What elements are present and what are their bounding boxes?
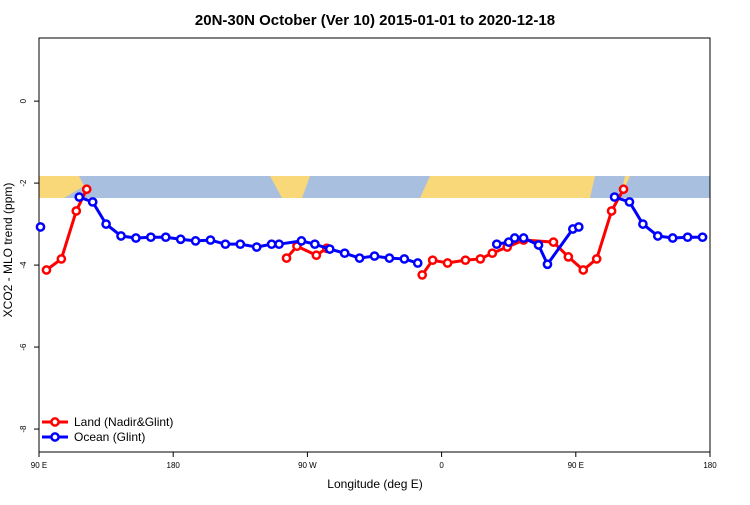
plot-frame (38, 37, 711, 453)
x-axis-label: Longitude (deg E) (327, 477, 422, 491)
data-point (74, 192, 85, 202)
data-point (56, 254, 67, 264)
series-line (45, 188, 625, 276)
data-point (591, 254, 602, 264)
data-point (266, 239, 277, 250)
data-point (205, 235, 216, 245)
data-point (251, 242, 262, 252)
data-point (160, 232, 171, 243)
legend-marker (50, 432, 60, 442)
data-point (609, 192, 620, 202)
data-point (145, 232, 156, 243)
data-point (369, 251, 380, 261)
x-tick-label: 90 E (31, 461, 47, 470)
data-point (101, 219, 111, 229)
data-point (399, 254, 410, 264)
data-point (339, 248, 350, 259)
data-point (563, 252, 574, 262)
x-tick-label: 90 W (298, 461, 317, 470)
data-point (460, 255, 471, 266)
data-point (491, 239, 502, 250)
data-point (667, 233, 678, 243)
y-tick-label: -2 (19, 179, 28, 187)
data-point (548, 237, 559, 247)
data-point (296, 236, 307, 246)
data-point (442, 258, 453, 268)
legend-marker (50, 417, 60, 427)
data-point (427, 255, 438, 266)
data-point (41, 265, 52, 275)
data-point (542, 259, 553, 270)
x-tick-label: 180 (167, 461, 181, 470)
data-point (354, 253, 365, 263)
y-tick-label: -8 (19, 425, 28, 433)
legend-label: Land (Nadir&Glint) (74, 415, 173, 429)
data-point (533, 240, 544, 250)
data-point (682, 232, 693, 243)
data-point (475, 254, 486, 264)
data-point (624, 197, 635, 207)
legend-label: Ocean (Glint) (74, 430, 145, 444)
x-tick-label: 90 E (568, 461, 584, 470)
data-point (190, 236, 201, 246)
data-point (131, 233, 141, 243)
data-point (652, 231, 663, 241)
data-point (235, 239, 246, 250)
x-tick-label: 0 (439, 461, 444, 470)
data-point (175, 234, 186, 245)
map-strip (39, 176, 710, 198)
data-point (81, 184, 92, 195)
y-axis-label: XCO2 - MLO trend (ppm) (1, 183, 15, 318)
y-tick-label: 0 (19, 98, 28, 103)
data-point (274, 239, 284, 250)
data-point (220, 239, 231, 250)
data-point (412, 258, 423, 268)
data-point (311, 250, 322, 261)
data-point (578, 265, 589, 275)
data-point (697, 232, 708, 243)
data-point (384, 253, 395, 263)
data-point (487, 248, 498, 259)
data-point (618, 184, 629, 195)
data-point (606, 206, 617, 216)
data-point (116, 231, 126, 241)
data-point (324, 244, 335, 254)
data-point (281, 253, 292, 263)
data-point (71, 206, 82, 216)
chart-title: 20N-30N October (Ver 10) 2015-01-01 to 2… (195, 12, 555, 29)
data-point (310, 239, 320, 250)
data-point (417, 270, 428, 280)
data-point (509, 233, 520, 243)
data-point (87, 197, 98, 207)
data-point (638, 219, 648, 229)
y-tick-label: -4 (19, 261, 28, 269)
data-point (35, 222, 46, 232)
x-tick-label: 180 (703, 461, 717, 470)
y-tick-label: -6 (19, 343, 28, 351)
data-point (573, 222, 584, 232)
data-point (518, 233, 529, 243)
